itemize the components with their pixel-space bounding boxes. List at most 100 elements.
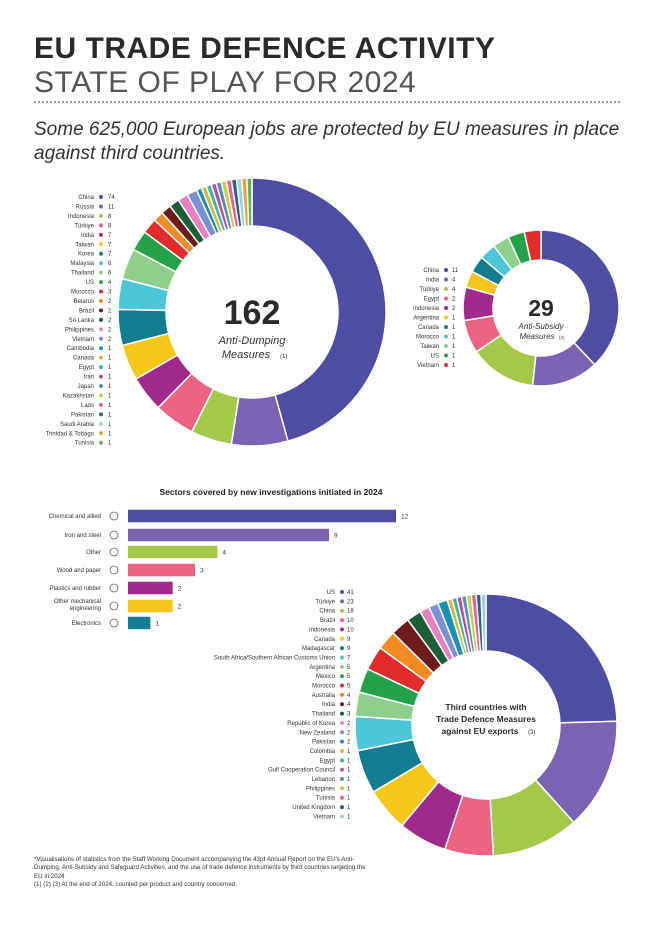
third-countries-legend-value: 10	[347, 618, 354, 624]
anti-subsidy-legend-value: 1	[452, 344, 456, 350]
anti-subsidy-legend-label: China	[423, 268, 439, 274]
third-countries-legend-value: 5	[347, 674, 351, 680]
anti-dumping-legend-value: 8	[108, 223, 112, 229]
anti-dumping-legend-label: Cambodia	[67, 346, 95, 352]
third-countries-legend-dot	[340, 767, 344, 772]
anti-dumping-legend-label: Thailand	[71, 271, 94, 277]
third-countries-legend-value: 1	[347, 796, 351, 802]
third-countries-legend-dot	[340, 674, 344, 679]
third-countries-legend-dot	[340, 795, 344, 800]
anti-subsidy-legend-label: India	[426, 278, 440, 284]
bar-value-label: 2	[178, 586, 182, 593]
anti-dumping-total: 162	[224, 294, 281, 332]
anti-dumping-legend-label: Taiwan	[75, 242, 94, 248]
third-countries-legend-value: 2	[347, 730, 351, 736]
anti-dumping-legend-dot	[99, 213, 103, 218]
anti-subsidy-legend-value: 4	[452, 287, 456, 293]
anti-dumping-legend-label: Japan	[78, 384, 94, 390]
anti-subsidy-legend-value: 1	[452, 316, 456, 322]
third-countries-legend-value: 5	[347, 684, 351, 690]
third-countries-legend-value: 9	[347, 637, 351, 643]
third-countries-legend-label: Tunisia	[316, 796, 336, 802]
third-countries-legend-dot	[340, 692, 344, 697]
anti-dumping-legend-label: Egypt	[79, 365, 95, 371]
anti-subsidy-legend-value: 2	[452, 297, 456, 303]
third-countries-legend-value: 4	[347, 702, 351, 708]
anti-dumping-legend-dot	[99, 431, 103, 436]
anti-subsidy-total: 29	[528, 295, 554, 321]
anti-dumping-legend-label: Malaysia	[70, 261, 94, 267]
anti-dumping-legend-label: Belarus	[74, 299, 94, 305]
sectors-bar-chart: Sectors covered by new investigations in…	[49, 487, 409, 630]
anti-dumping-legend-dot	[99, 308, 103, 313]
sector-icon	[109, 530, 119, 540]
anti-dumping-legend-value: 2	[108, 337, 112, 343]
third-countries-legend-dot	[340, 608, 344, 613]
third-countries-legend-value: 10	[347, 627, 354, 633]
anti-dumping-legend-dot	[99, 355, 103, 360]
anti-dumping-legend-label: Kazakhstan	[63, 393, 94, 399]
third-countries-legend-value: 1	[347, 768, 351, 774]
anti-dumping-legend-dot	[99, 223, 103, 228]
anti-dumping-legend-dot	[99, 412, 103, 417]
anti-subsidy-legend-label: US	[431, 354, 439, 360]
anti-dumping-legend-value: 6	[108, 261, 112, 267]
anti-dumping-legend-value: 7	[108, 252, 112, 258]
anti-subsidy-legend-label: Vietnam	[417, 363, 439, 369]
third-countries-legend-dot	[340, 664, 344, 669]
anti-subsidy-legend-dot	[444, 363, 448, 367]
third-countries-legend-label: New Zealand	[300, 730, 335, 736]
anti-dumping-donut-chart: 162 Anti-Dumping Measures (1)	[117, 177, 387, 447]
third-countries-legend-dot	[340, 739, 344, 744]
anti-dumping-slice	[246, 177, 253, 227]
anti-dumping-legend-value: 1	[108, 422, 112, 428]
anti-dumping-legend-value: 6	[108, 271, 112, 277]
third-countries-legend-value: 1	[347, 777, 351, 783]
third-countries-legend-label: Vietnam	[313, 814, 335, 820]
footnote-text: *Visualisations of statistics from the S…	[34, 856, 366, 880]
anti-subsidy-legend-dot	[444, 268, 448, 272]
anti-subsidy-legend-label: Canada	[418, 325, 440, 331]
anti-subsidy-center-label: Anti-Subsidy	[518, 322, 565, 331]
third-countries-slice	[480, 593, 487, 652]
anti-subsidy-legend-label: Egypt	[424, 297, 440, 303]
anti-subsidy-legend-dot	[444, 325, 448, 329]
anti-dumping-legend-dot	[99, 440, 103, 445]
anti-dumping-legend-value: 1	[108, 412, 112, 418]
bar	[128, 545, 218, 559]
anti-dumping-legend-value: 1	[108, 356, 112, 362]
footnote: *Visualisations of statistics from the S…	[34, 856, 374, 889]
anti-dumping-legend-label: Philippines	[65, 327, 94, 333]
bar	[128, 509, 396, 523]
third-countries-legend-label: Colombia	[310, 749, 336, 755]
third-countries-legend-label: Indonesia	[309, 627, 336, 633]
anti-dumping-legend-dot	[99, 336, 103, 341]
sector-icon	[109, 565, 119, 575]
third-countries-note: (3)	[528, 730, 535, 736]
third-countries-legend-dot	[340, 758, 344, 763]
footnote-note: (1) (2) (3) At the end of 2024, counted …	[34, 880, 237, 888]
bar-value-label: 1	[155, 621, 159, 628]
third-countries-legend-dot	[340, 627, 344, 632]
anti-dumping-legend-value: 11	[108, 204, 115, 210]
anti-subsidy-slice	[540, 229, 620, 366]
third-countries-legend-dot	[340, 748, 344, 753]
third-countries-legend-label: India	[322, 702, 336, 708]
third-countries-legend-dot	[340, 590, 344, 595]
tagline: Some 625,000 European jobs are protected…	[34, 119, 620, 164]
bar-label: Plastics and rubber	[50, 586, 101, 592]
third-countries-legend-label: Pakistan	[312, 740, 335, 746]
third-countries-legend-label: Morocco	[312, 684, 336, 690]
anti-dumping-legend-label: Laos	[81, 403, 94, 409]
third-countries-legend-label: Canada	[314, 637, 336, 643]
anti-dumping-legend-dot	[99, 374, 103, 379]
third-countries-legend-label: Madagascar	[302, 646, 335, 652]
page-title: EU TRADE DEFENCE ACTIVITY	[34, 32, 496, 65]
bar	[128, 581, 173, 595]
anti-dumping-legend-dot	[99, 232, 103, 237]
anti-dumping-legend-label: China	[78, 195, 94, 201]
third-countries-legend-label: Gulf Cooperation Council	[268, 768, 335, 774]
third-countries-legend-dot	[340, 777, 344, 782]
anti-dumping-legend-value: 1	[108, 431, 112, 437]
